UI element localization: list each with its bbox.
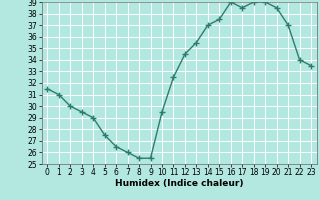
X-axis label: Humidex (Indice chaleur): Humidex (Indice chaleur) — [115, 179, 244, 188]
